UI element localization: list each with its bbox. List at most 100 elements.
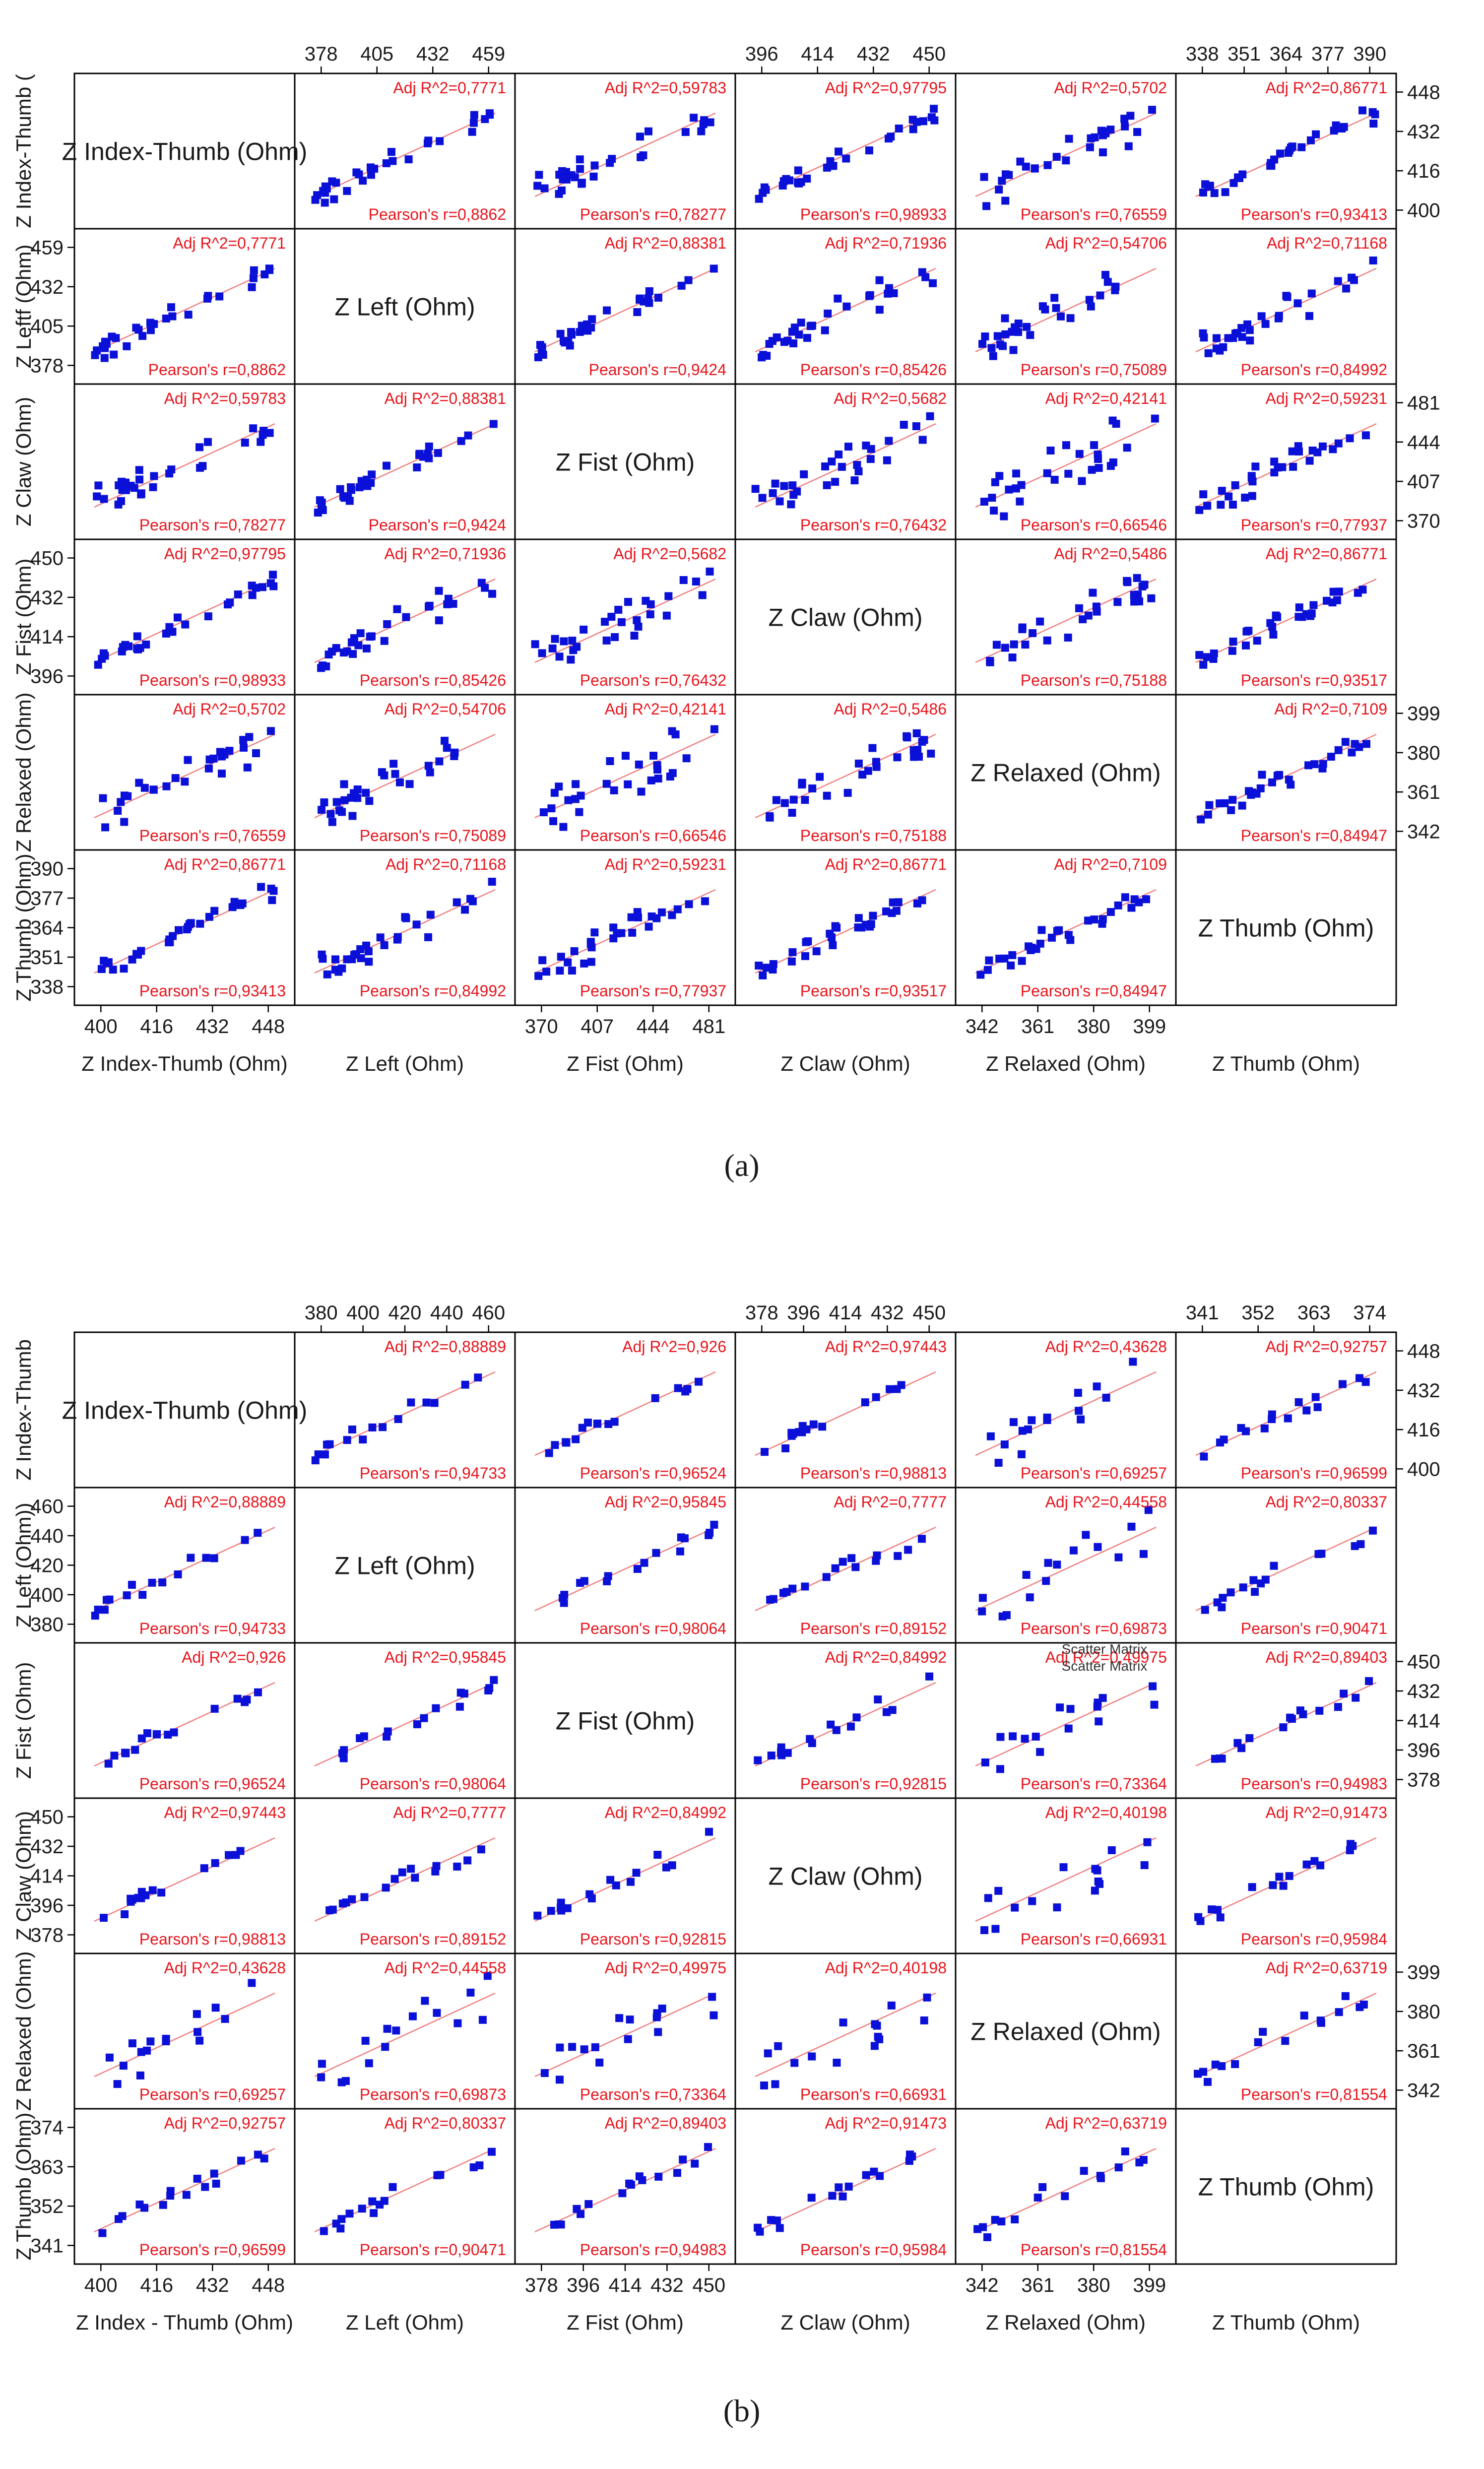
data-point xyxy=(580,2045,588,2054)
pearson-r-label: Pearson's r=0,84992 xyxy=(360,982,506,1000)
pearson-r-label: Pearson's r=0,89152 xyxy=(360,1930,506,1948)
regression-line xyxy=(975,1682,1157,1767)
data-point xyxy=(387,148,395,156)
data-point xyxy=(475,2161,484,2170)
data-point xyxy=(771,479,779,488)
data-point xyxy=(613,929,621,938)
data-point xyxy=(769,1595,777,1603)
regression-line xyxy=(975,423,1157,508)
bottom-tick-label: 407 xyxy=(581,1016,614,1038)
matrix-cell: Adj R^2=0,5682 Pearson's r=0,76432 xyxy=(531,545,726,689)
data-point xyxy=(320,798,328,807)
data-point xyxy=(542,968,551,976)
data-point xyxy=(380,2197,388,2205)
data-point xyxy=(248,591,257,599)
data-point xyxy=(679,576,688,585)
data-point xyxy=(338,1899,347,1908)
data-point xyxy=(555,190,563,198)
data-point xyxy=(167,303,175,312)
data-point xyxy=(1024,1425,1032,1433)
data-point xyxy=(548,644,557,652)
data-point xyxy=(1246,336,1254,345)
data-point xyxy=(1018,625,1027,634)
data-point xyxy=(835,450,843,458)
bottom-tick-label: 399 xyxy=(1133,1016,1166,1038)
data-point xyxy=(360,1893,369,1901)
data-point xyxy=(833,2059,841,2067)
data-point xyxy=(258,583,266,591)
data-point xyxy=(443,744,451,752)
data-point xyxy=(556,329,565,338)
data-point xyxy=(365,797,374,805)
adj-r2-label: Adj R^2=0,926 xyxy=(622,1338,726,1356)
data-point xyxy=(853,461,861,469)
pearson-r-label: Pearson's r=0,98064 xyxy=(360,1775,506,1793)
matrix-cell: Adj R^2=0,59783 Pearson's r=0,78277 xyxy=(93,390,286,534)
data-point xyxy=(1282,292,1290,300)
data-point xyxy=(927,113,936,122)
data-point xyxy=(580,959,588,968)
data-point xyxy=(1140,581,1149,589)
data-point xyxy=(640,1559,648,1567)
data-point xyxy=(1133,128,1142,136)
data-point xyxy=(1096,2172,1104,2180)
data-point xyxy=(576,165,584,173)
data-point xyxy=(615,2014,624,2022)
data-point xyxy=(1011,1903,1019,1912)
data-point xyxy=(1078,477,1086,485)
data-point xyxy=(708,1993,716,2001)
data-point xyxy=(391,770,399,778)
data-point xyxy=(816,773,824,781)
data-point xyxy=(645,922,653,931)
data-point xyxy=(210,907,219,915)
data-point xyxy=(652,1549,660,1557)
data-point xyxy=(112,334,120,342)
data-point xyxy=(1216,1913,1225,1922)
data-point xyxy=(193,2174,201,2183)
data-point xyxy=(1318,442,1327,451)
figure-caption: (a) xyxy=(724,1148,759,1183)
bottom-tick-label: 380 xyxy=(1077,2274,1110,2296)
matrix-cell: Adj R^2=0,71168 Pearson's r=0,84992 xyxy=(314,855,506,1000)
data-point xyxy=(539,351,547,359)
data-point xyxy=(135,2200,144,2209)
data-point xyxy=(994,1459,1003,1467)
matrix-cell: Adj R^2=0,86771 Pearson's r=0,93413 xyxy=(1195,79,1387,223)
matrix-cell: Adj R^2=0,40198 Pearson's r=0,66931 xyxy=(755,1959,947,2103)
data-point xyxy=(1368,1526,1377,1535)
data-point xyxy=(538,343,546,351)
data-point xyxy=(677,1533,685,1542)
data-point xyxy=(1338,1380,1347,1388)
data-point xyxy=(1254,2038,1262,2046)
left-axis-title: Z Index-Thumb ( xyxy=(12,74,35,228)
data-point xyxy=(636,132,645,141)
data-point xyxy=(628,928,637,937)
top-tick-label: 459 xyxy=(472,43,505,65)
data-point xyxy=(1023,323,1031,331)
pearson-r-label: Pearson's r=0,95984 xyxy=(800,2241,947,2259)
data-point xyxy=(1221,188,1229,196)
data-point xyxy=(783,1749,792,1757)
data-point xyxy=(999,342,1007,350)
data-point xyxy=(1212,334,1221,342)
data-point xyxy=(1204,349,1213,357)
data-point xyxy=(149,785,158,794)
data-point xyxy=(339,492,347,501)
pearson-r-label: Pearson's r=0,94733 xyxy=(139,1620,286,1637)
data-point xyxy=(311,195,320,204)
bottom-tick-label: 448 xyxy=(252,1016,285,1038)
data-point xyxy=(981,1758,989,1767)
data-point xyxy=(1151,414,1159,423)
data-point xyxy=(1028,1897,1036,1905)
data-point xyxy=(171,774,180,782)
data-point xyxy=(433,2009,441,2017)
data-point xyxy=(590,928,599,937)
data-point xyxy=(488,877,496,886)
data-point xyxy=(408,2012,417,2020)
data-point xyxy=(827,1720,835,1729)
data-point xyxy=(1050,475,1059,484)
data-point xyxy=(361,2036,370,2045)
data-point xyxy=(196,919,204,928)
data-point xyxy=(701,897,709,906)
